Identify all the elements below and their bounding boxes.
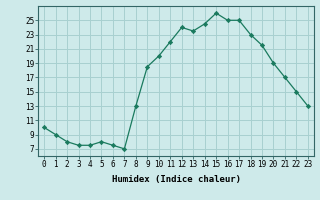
- X-axis label: Humidex (Indice chaleur): Humidex (Indice chaleur): [111, 175, 241, 184]
